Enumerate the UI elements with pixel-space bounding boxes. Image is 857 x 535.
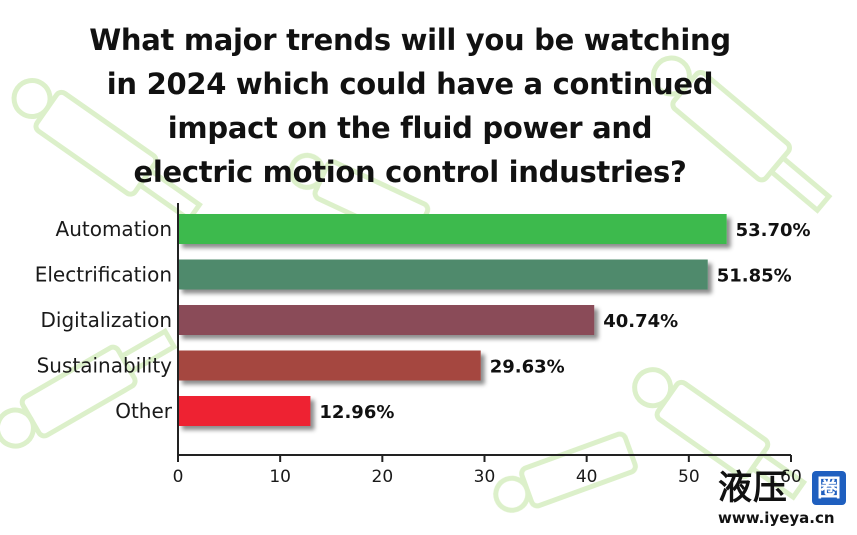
data-label: 51.85% (717, 266, 792, 287)
category-label: Other (115, 399, 173, 423)
x-tick-label: 10 (269, 467, 291, 487)
logo-text: 液压 (718, 468, 788, 508)
title-line-1: What major trends will you be watching (89, 23, 731, 57)
chart-title: What major trends will you be watching i… (60, 18, 760, 194)
x-tick-label: 60 (780, 467, 802, 487)
category-label: Electrification (35, 263, 172, 287)
x-tick-label: 20 (372, 467, 394, 487)
bar-sustainability (178, 350, 481, 381)
x-tick-label: 50 (678, 467, 700, 487)
category-label: Digitalization (41, 308, 172, 332)
bar-electrification (178, 259, 708, 290)
x-tick-label: 0 (173, 467, 184, 487)
logo-badge: 圈 (812, 471, 846, 505)
title-line-4: electric motion control industries? (133, 155, 687, 189)
title-line-3: impact on the fluid power and (167, 111, 653, 145)
data-label: 40.74% (603, 311, 678, 332)
data-label: 12.96% (319, 402, 394, 423)
bar-digitalization (178, 305, 595, 335)
title-line-2: in 2024 which could have a continued (106, 67, 714, 101)
logo-url: www.iyeya.cn (718, 509, 835, 527)
bar-other (178, 396, 311, 426)
category-label: Automation (56, 217, 172, 241)
data-label: 53.70% (736, 220, 811, 241)
bar-automation (178, 214, 727, 244)
site-watermark-logo: 液压 圈 www.iyeya.cn (718, 468, 853, 530)
category-label: Sustainability (37, 354, 173, 378)
x-tick-label: 40 (576, 467, 598, 487)
data-label: 29.63% (490, 357, 565, 378)
x-tick-label: 30 (474, 467, 496, 487)
